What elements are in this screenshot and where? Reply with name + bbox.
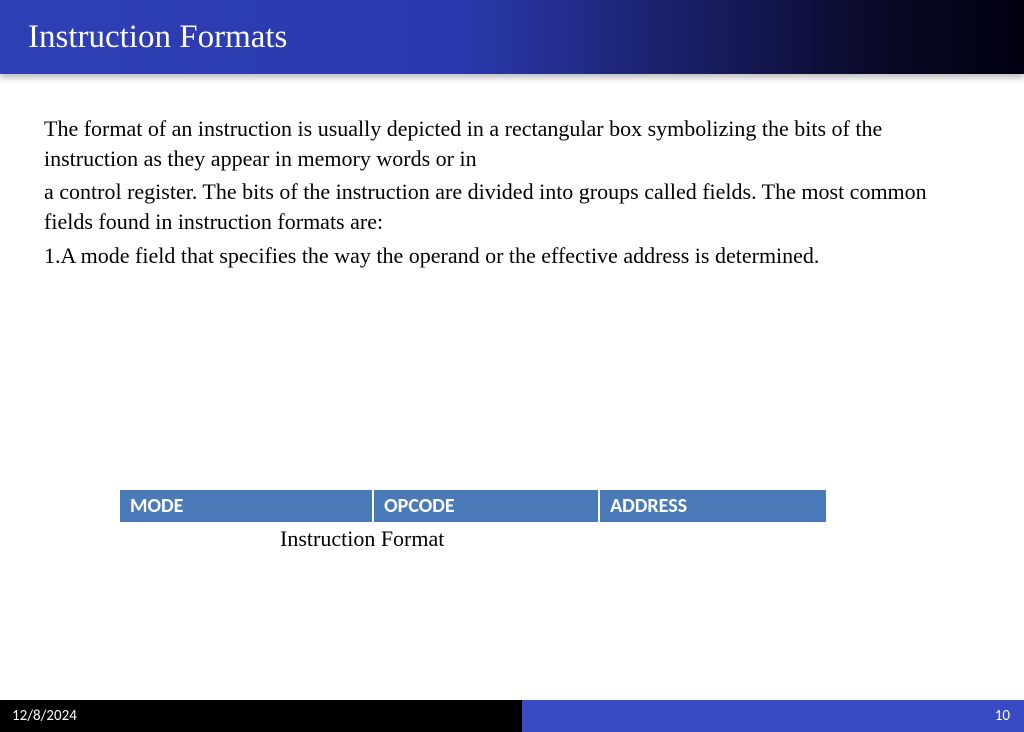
body-paragraph: a control register. The bits of the inst…	[44, 177, 980, 236]
footer-date: 12/8/2024	[0, 700, 522, 732]
instruction-format-diagram: MODE OPCODE ADDRESS Instruction Format	[120, 490, 826, 552]
footer-page-number: 10	[522, 700, 1024, 732]
field-address: ADDRESS	[600, 490, 826, 522]
diagram-caption: Instruction Format	[120, 526, 826, 552]
field-opcode: OPCODE	[374, 490, 600, 522]
slide-body: The format of an instruction is usually …	[0, 74, 1024, 270]
body-paragraph: 1.A mode field that specifies the way th…	[44, 241, 980, 271]
slide-header: Instruction Formats	[0, 0, 1024, 74]
slide-title: Instruction Formats	[28, 19, 287, 56]
slide-footer: 12/8/2024 10	[0, 700, 1024, 732]
body-paragraph: The format of an instruction is usually …	[44, 114, 980, 173]
field-row: MODE OPCODE ADDRESS	[120, 490, 826, 522]
field-mode: MODE	[120, 490, 374, 522]
